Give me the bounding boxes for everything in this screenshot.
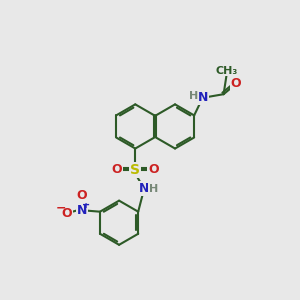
Text: O: O <box>112 163 122 176</box>
Text: −: − <box>56 201 66 214</box>
Text: N: N <box>139 182 149 195</box>
Text: N: N <box>198 91 208 103</box>
Text: O: O <box>76 189 87 202</box>
Text: O: O <box>62 207 72 220</box>
Text: H: H <box>149 184 158 194</box>
Text: CH₃: CH₃ <box>215 66 238 76</box>
Text: S: S <box>130 163 140 177</box>
Text: O: O <box>231 77 241 90</box>
Text: N: N <box>76 204 87 217</box>
Text: H: H <box>189 91 198 101</box>
Text: +: + <box>82 200 90 210</box>
Text: O: O <box>148 163 159 176</box>
